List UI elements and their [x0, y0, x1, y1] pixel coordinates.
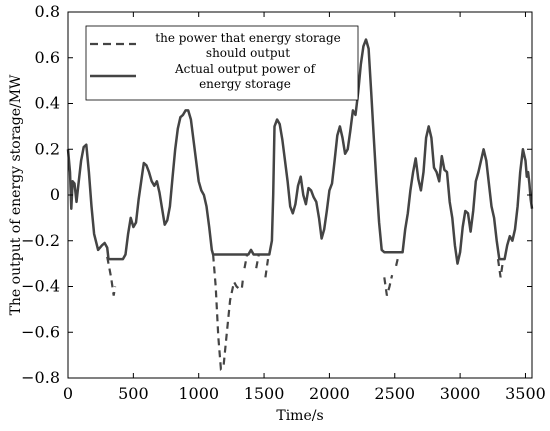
series-layer [66, 38, 534, 372]
series-line-should-output [243, 254, 249, 269]
x-axis-label: Time/s [276, 408, 323, 424]
legend-box [85, 25, 359, 101]
y-tick-label: −0.4 [21, 277, 60, 296]
series-line-should-output [395, 254, 400, 267]
series-line-should-output [106, 256, 117, 296]
legend-entry-should-output: the power that energy storage should outp… [155, 31, 340, 60]
y-tick-label: 0.2 [35, 139, 60, 158]
legend-entry-actual-output: Actual output power of energy storage [174, 62, 317, 91]
y-tick-label: 0.6 [35, 48, 60, 67]
series-line-should-output [383, 274, 394, 296]
series-line-should-output [264, 258, 270, 278]
x-tick-label: 0 [63, 384, 73, 403]
y-axis-label: The output of energy storage/MW [8, 74, 24, 315]
series-line-should-output [496, 258, 504, 278]
tick-layer: 0 500 1000 1500 2000 2500 3000 3500 0.8 0.6 0.4 0.2… [21, 2, 546, 403]
series-line-actual-output [66, 38, 534, 265]
x-tick-label: 500 [118, 384, 149, 403]
y-tick-label: −0.6 [21, 322, 60, 341]
x-tick-label: 3000 [440, 384, 481, 403]
y-tick-label: −0.2 [21, 231, 60, 250]
y-tick-label: −0.8 [21, 368, 60, 387]
x-tick-label: 2500 [374, 384, 415, 403]
x-tick-label: 2000 [309, 384, 350, 403]
x-tick-label: 1000 [178, 384, 219, 403]
y-tick-label: 0.4 [35, 94, 60, 113]
y-tick-label: 0.8 [35, 2, 60, 21]
legend: the power that energy storage should outp… [85, 25, 359, 101]
x-tick-label: 3500 [505, 384, 546, 403]
x-tick-label: 1500 [244, 384, 285, 403]
y-tick-label: 0 [50, 185, 60, 204]
series-line-should-output [255, 254, 260, 269]
series-line-should-output [212, 254, 245, 372]
